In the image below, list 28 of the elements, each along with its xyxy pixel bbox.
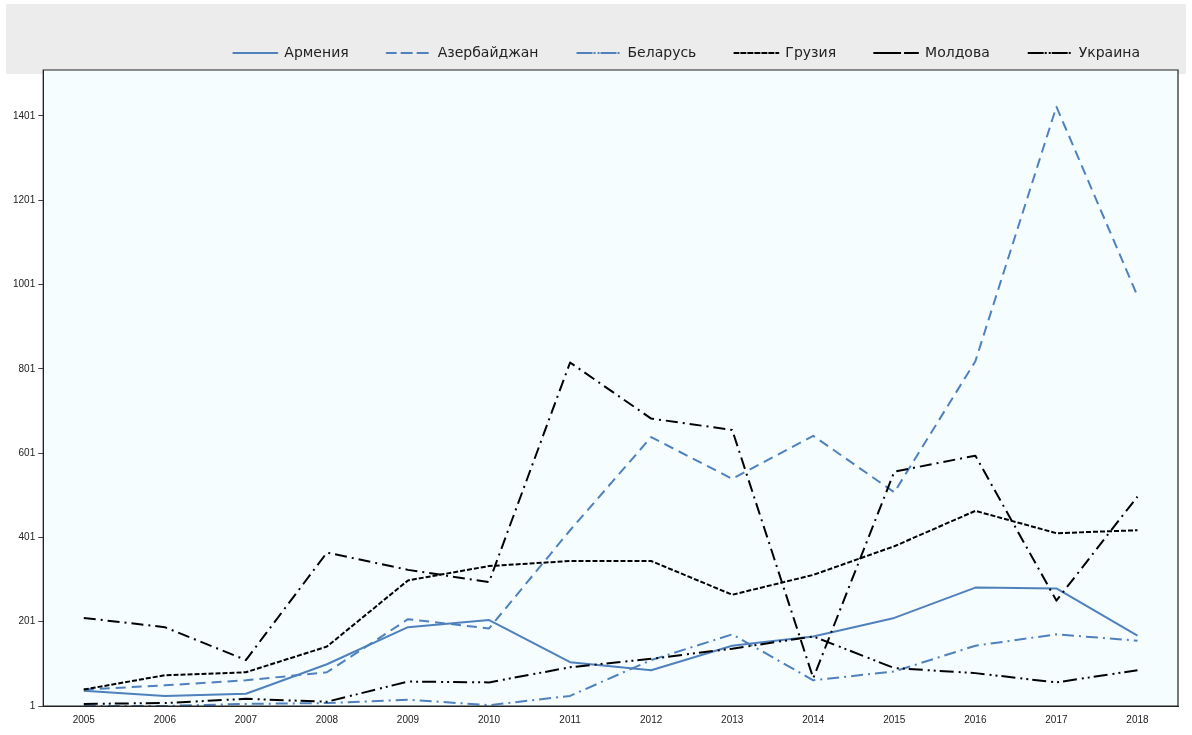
x-tick-label: 2008 [315,713,339,725]
x-tick-label: 2005 [72,713,96,725]
x-tick-label: 2016 [964,713,987,725]
y-tick-label: 1401 [13,109,36,121]
legend-label: Азербайджан [437,43,539,60]
x-tick-label: 2014 [802,713,825,725]
x-tick-label: 2017 [1045,713,1068,725]
legend-label: Армения [284,43,349,60]
x-tick-label: 2013 [721,713,744,725]
x-tick-label: 2018 [1126,713,1150,725]
legend-label: Молдова [925,43,990,60]
y-tick-label: 1001 [13,278,36,290]
y-tick-label: 801 [18,362,36,374]
x-tick-label: 2006 [153,713,177,725]
legend-label: Беларусь [627,43,697,60]
legend-label: Украина [1078,43,1141,60]
y-tick-label: 401 [18,531,36,543]
x-tick-label: 2011 [559,713,582,725]
x-tick-label: 2009 [396,713,420,725]
y-tick-label: 1 [29,699,36,711]
legend-label: Грузия [785,43,837,60]
x-tick-label: 2010 [477,713,501,725]
x-tick-label: 2015 [883,713,906,725]
y-tick-label: 1201 [13,193,36,205]
y-tick-label: 201 [18,615,36,627]
x-tick-label: 2007 [234,713,258,725]
y-tick-label: 601 [18,446,36,458]
x-tick-label: 2012 [640,713,663,725]
